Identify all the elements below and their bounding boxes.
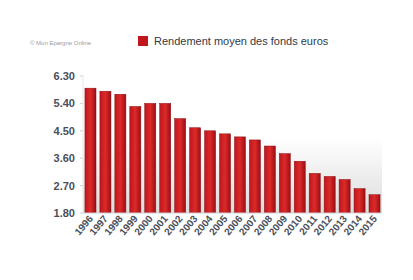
bar: [324, 176, 335, 213]
bar: [264, 146, 275, 213]
y-tick-label: 5.40: [54, 97, 75, 109]
bar: [309, 173, 320, 213]
y-tick-label: 6.30: [54, 70, 75, 82]
bar: [339, 180, 350, 213]
x-axis: [83, 213, 382, 214]
bar: [369, 195, 380, 213]
chart-root: © Mon Epargne Online 1.80 2.70 3.60 4.50 5.40…: [0, 0, 413, 280]
chart-svg: © Mon Epargne Online 1.80 2.70 3.60 4.50 5.40…: [0, 0, 413, 280]
plot-background: [83, 76, 382, 213]
bar: [85, 88, 96, 213]
y-tick-label: 4.50: [54, 125, 75, 137]
bar: [279, 154, 290, 213]
legend-label: Rendement moyen des fonds euros: [154, 35, 329, 47]
bar: [115, 94, 126, 213]
bar: [190, 128, 201, 213]
y-tick-label: 3.60: [54, 152, 75, 164]
y-axis: [83, 76, 84, 213]
bar: [219, 134, 230, 213]
bar: [205, 131, 216, 213]
bar: [130, 106, 141, 213]
bars: [85, 88, 380, 213]
bar: [175, 119, 186, 213]
legend-swatch: [138, 36, 148, 46]
x-tick-label: 2015: [356, 213, 379, 237]
bar: [294, 161, 305, 213]
bar: [354, 189, 365, 213]
bar: [100, 91, 111, 213]
annotation: © Mon Epargne Online: [30, 40, 92, 46]
y-tick-label: 1.80: [54, 207, 75, 219]
bar: [234, 137, 245, 213]
y-tick-label: 2.70: [54, 180, 75, 192]
bar: [249, 140, 260, 213]
bar: [145, 103, 156, 213]
bar: [160, 103, 171, 213]
